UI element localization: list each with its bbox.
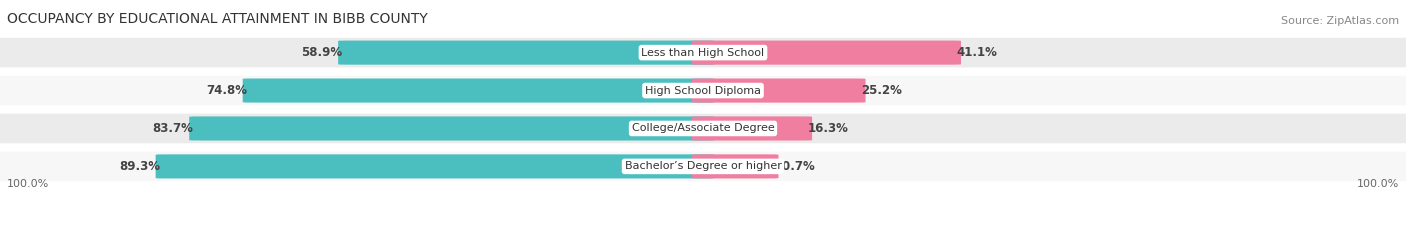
FancyBboxPatch shape <box>0 76 1406 105</box>
FancyBboxPatch shape <box>692 41 960 65</box>
Text: 100.0%: 100.0% <box>1357 179 1399 189</box>
Text: College/Associate Degree: College/Associate Degree <box>631 123 775 134</box>
FancyBboxPatch shape <box>0 38 1406 67</box>
Text: 16.3%: 16.3% <box>808 122 849 135</box>
Text: 41.1%: 41.1% <box>956 46 998 59</box>
FancyBboxPatch shape <box>0 114 1406 143</box>
Text: OCCUPANCY BY EDUCATIONAL ATTAINMENT IN BIBB COUNTY: OCCUPANCY BY EDUCATIONAL ATTAINMENT IN B… <box>7 12 427 26</box>
FancyBboxPatch shape <box>156 154 714 178</box>
Text: High School Diploma: High School Diploma <box>645 86 761 96</box>
FancyBboxPatch shape <box>337 41 714 65</box>
FancyBboxPatch shape <box>692 79 866 103</box>
Text: 89.3%: 89.3% <box>120 160 160 173</box>
FancyBboxPatch shape <box>0 152 1406 181</box>
Text: 58.9%: 58.9% <box>301 46 342 59</box>
Text: Source: ZipAtlas.com: Source: ZipAtlas.com <box>1281 16 1399 26</box>
Text: 83.7%: 83.7% <box>153 122 194 135</box>
FancyBboxPatch shape <box>190 116 714 140</box>
Text: 100.0%: 100.0% <box>7 179 49 189</box>
Text: 74.8%: 74.8% <box>205 84 247 97</box>
Text: Less than High School: Less than High School <box>641 48 765 58</box>
Text: 10.7%: 10.7% <box>775 160 815 173</box>
FancyBboxPatch shape <box>692 154 779 178</box>
Text: Bachelor’s Degree or higher: Bachelor’s Degree or higher <box>624 161 782 171</box>
Text: 25.2%: 25.2% <box>862 84 903 97</box>
FancyBboxPatch shape <box>243 79 714 103</box>
FancyBboxPatch shape <box>692 116 813 140</box>
